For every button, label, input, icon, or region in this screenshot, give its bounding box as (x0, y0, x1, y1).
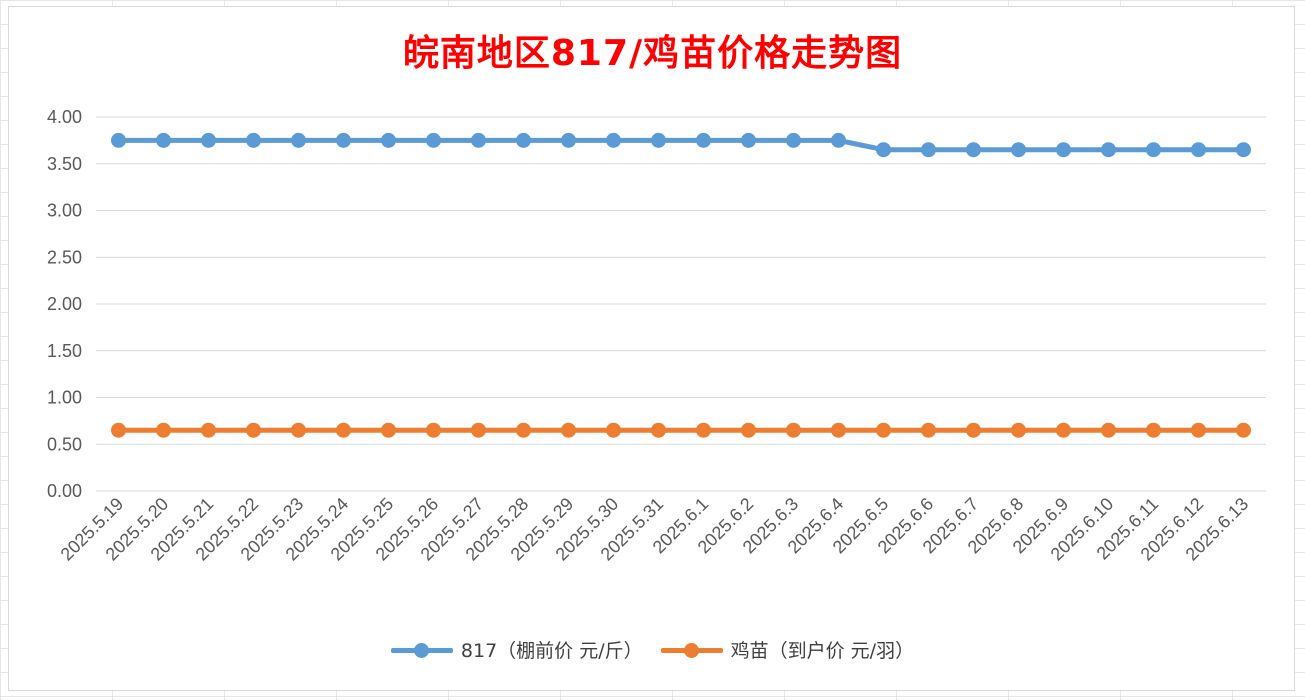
y-tick-label: 3.50 (47, 154, 82, 174)
data-point-series-1 (201, 422, 216, 438)
y-tick-label: 0.50 (47, 434, 82, 454)
data-point-series-0 (921, 142, 936, 158)
data-point-series-1 (426, 422, 441, 438)
data-point-series-1 (1101, 422, 1116, 438)
data-point-series-1 (471, 422, 486, 438)
data-point-series-0 (696, 132, 711, 148)
data-point-series-1 (696, 422, 711, 438)
data-point-series-1 (921, 422, 936, 438)
data-point-series-0 (1191, 142, 1206, 158)
data-point-series-1 (1011, 422, 1026, 438)
data-point-series-0 (786, 132, 801, 148)
chart-title: 皖南地区817/鸡苗价格走势图 (402, 33, 903, 74)
y-tick-label: 1.50 (47, 341, 82, 361)
data-point-series-0 (156, 132, 171, 148)
data-point-series-0 (1101, 142, 1116, 158)
data-point-series-1 (831, 422, 846, 438)
data-point-series-0 (1236, 142, 1251, 158)
data-point-series-1 (651, 422, 666, 438)
data-point-series-1 (291, 422, 306, 438)
data-point-series-1 (156, 422, 171, 438)
data-point-series-1 (1191, 422, 1206, 438)
data-point-series-1 (1146, 422, 1161, 438)
data-point-series-1 (741, 422, 756, 438)
legend-item-817: 817（棚前价 元/斤） (390, 636, 643, 663)
data-point-series-1 (786, 422, 801, 438)
data-point-series-0 (1056, 142, 1071, 158)
chart-legend: 817（棚前价 元/斤） 鸡苗（到户价 元/羽） (0, 636, 1305, 663)
data-point-series-0 (651, 132, 666, 148)
data-point-series-0 (201, 132, 216, 148)
data-point-series-1 (246, 422, 261, 438)
data-point-series-1 (381, 422, 396, 438)
legend-item-chick: 鸡苗（到户价 元/羽） (660, 636, 915, 663)
data-point-series-0 (111, 132, 126, 148)
data-point-series-1 (561, 422, 576, 438)
data-point-series-1 (516, 422, 531, 438)
data-point-series-0 (291, 132, 306, 148)
legend-label-chick: 鸡苗（到户价 元/羽） (730, 640, 915, 662)
data-point-series-1 (876, 422, 891, 438)
data-point-series-1 (336, 422, 351, 438)
data-point-series-0 (381, 132, 396, 148)
data-point-series-0 (246, 132, 261, 148)
data-point-series-0 (1146, 142, 1161, 158)
data-point-series-0 (336, 132, 351, 148)
data-point-series-0 (831, 132, 846, 148)
y-tick-label: 2.50 (47, 247, 82, 267)
chart-area[interactable] (8, 6, 1295, 691)
data-point-series-0 (471, 132, 486, 148)
data-point-series-0 (516, 132, 531, 148)
y-tick-label: 1.00 (47, 388, 82, 408)
legend-swatch-817 (390, 642, 453, 658)
data-point-series-1 (606, 422, 621, 438)
y-tick-label: 3.00 (47, 201, 82, 221)
y-tick-label: 2.00 (47, 294, 82, 314)
data-point-series-0 (1011, 142, 1026, 158)
legend-swatch-chick (660, 642, 723, 658)
data-point-series-1 (1056, 422, 1071, 438)
data-point-series-0 (876, 142, 891, 158)
series-line-0 (116, 137, 1246, 153)
y-tick-label: 0.00 (47, 481, 82, 501)
legend-label-817: 817（棚前价 元/斤） (460, 640, 643, 662)
data-point-series-0 (561, 132, 576, 148)
data-point-series-0 (741, 132, 756, 148)
data-point-series-0 (606, 132, 621, 148)
data-point-series-0 (966, 142, 981, 158)
data-point-series-1 (111, 422, 126, 438)
data-point-series-1 (1236, 422, 1251, 438)
y-tick-label: 4.00 (47, 107, 82, 127)
data-point-series-1 (966, 422, 981, 438)
data-point-series-0 (426, 132, 441, 148)
